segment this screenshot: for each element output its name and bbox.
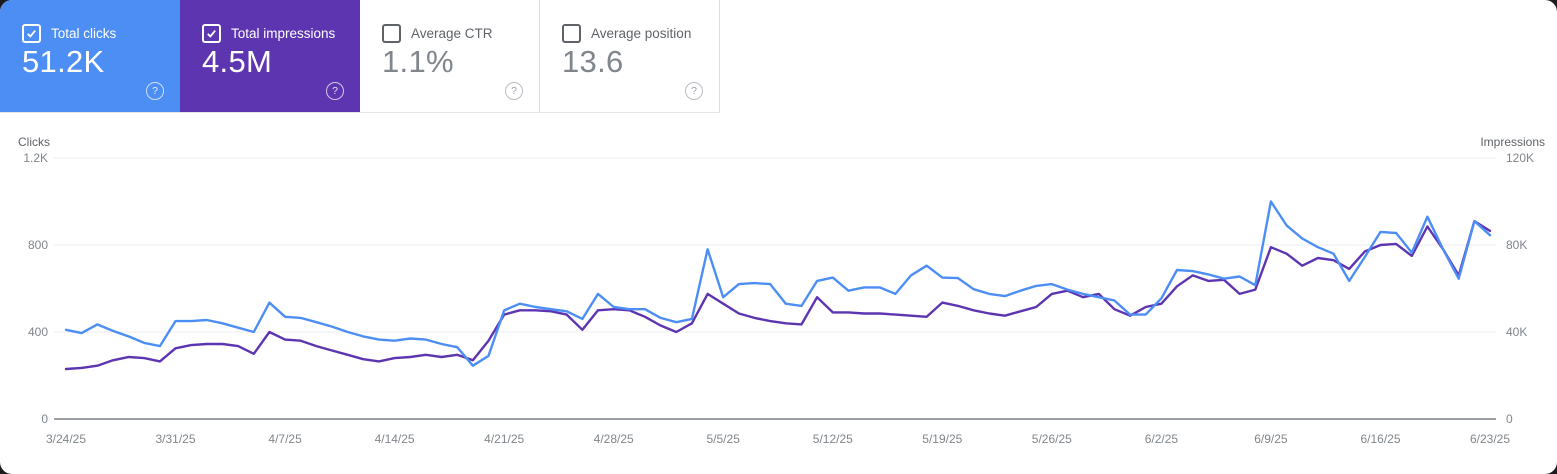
card-average-ctr[interactable]: Average CTR 1.1% ? bbox=[360, 0, 540, 112]
x-axis-date-label: 4/21/25 bbox=[484, 432, 524, 446]
x-axis-date-label: 5/5/25 bbox=[707, 432, 741, 446]
left-axis-tick-label: 400 bbox=[28, 325, 48, 339]
checkbox-unchecked-icon[interactable] bbox=[562, 24, 581, 43]
help-icon[interactable]: ? bbox=[326, 82, 344, 100]
x-axis-date-label: 6/23/25 bbox=[1470, 432, 1510, 446]
right-axis-title: Impressions bbox=[1480, 135, 1545, 149]
checkbox-unchecked-icon[interactable] bbox=[382, 24, 401, 43]
card-value: 4.5M bbox=[202, 44, 273, 79]
card-value: 51.2K bbox=[22, 44, 105, 79]
card-label: Total clicks bbox=[51, 26, 117, 41]
metric-cards: Total clicks 51.2K ? Total impressions 4… bbox=[0, 0, 720, 113]
clicks-line[interactable] bbox=[64, 200, 1492, 367]
x-axis-date-label: 6/16/25 bbox=[1360, 432, 1400, 446]
x-axis-date-label: 4/28/25 bbox=[594, 432, 634, 446]
card-total-impressions[interactable]: Total impressions 4.5M ? bbox=[180, 0, 360, 112]
performance-chart[interactable]: 0 0 400 40K 800 80K 1.2K 120K Clicks Impressions 3… bbox=[0, 112, 1557, 474]
card-label: Total impressions bbox=[231, 26, 336, 41]
card-average-position[interactable]: Average position 13.6 ? bbox=[540, 0, 720, 112]
right-axis-tick-label: 120K bbox=[1506, 151, 1534, 165]
right-axis-tick-label: 0 bbox=[1506, 412, 1513, 426]
help-icon[interactable]: ? bbox=[685, 82, 703, 100]
x-axis-date-label: 4/14/25 bbox=[375, 432, 415, 446]
x-axis-date-label: 5/26/25 bbox=[1032, 432, 1072, 446]
x-axis-date-label: 5/19/25 bbox=[922, 432, 962, 446]
x-axis-date-label: 6/2/25 bbox=[1145, 432, 1179, 446]
x-axis-date-label: 5/12/25 bbox=[813, 432, 853, 446]
clicks-impressions-line-chart[interactable]: 0 0 400 40K 800 80K 1.2K 120K Clicks Impressions 3… bbox=[0, 112, 1557, 474]
checkbox-checked-icon[interactable] bbox=[202, 24, 221, 43]
x-axis-date-label: 3/24/25 bbox=[46, 432, 86, 446]
help-icon[interactable]: ? bbox=[505, 82, 523, 100]
help-icon[interactable]: ? bbox=[146, 82, 164, 100]
left-axis-tick-label: 1.2K bbox=[23, 151, 48, 165]
right-axis-tick-label: 80K bbox=[1506, 238, 1527, 252]
left-axis-tick-label: 0 bbox=[41, 412, 48, 426]
card-value: 1.1% bbox=[382, 44, 454, 79]
x-axis-date-label: 3/31/25 bbox=[155, 432, 195, 446]
checkbox-checked-icon[interactable] bbox=[22, 24, 41, 43]
x-axis-date-label: 4/7/25 bbox=[268, 432, 302, 446]
card-label: Average position bbox=[591, 26, 692, 41]
card-value: 13.6 bbox=[562, 44, 624, 79]
impressions-line[interactable] bbox=[64, 219, 1492, 371]
card-label: Average CTR bbox=[411, 26, 493, 41]
x-axis-date-label: 6/9/25 bbox=[1254, 432, 1288, 446]
card-total-clicks[interactable]: Total clicks 51.2K ? bbox=[0, 0, 180, 112]
left-axis-title: Clicks bbox=[18, 135, 50, 149]
left-axis-tick-label: 800 bbox=[28, 238, 48, 252]
right-axis-tick-label: 40K bbox=[1506, 325, 1527, 339]
